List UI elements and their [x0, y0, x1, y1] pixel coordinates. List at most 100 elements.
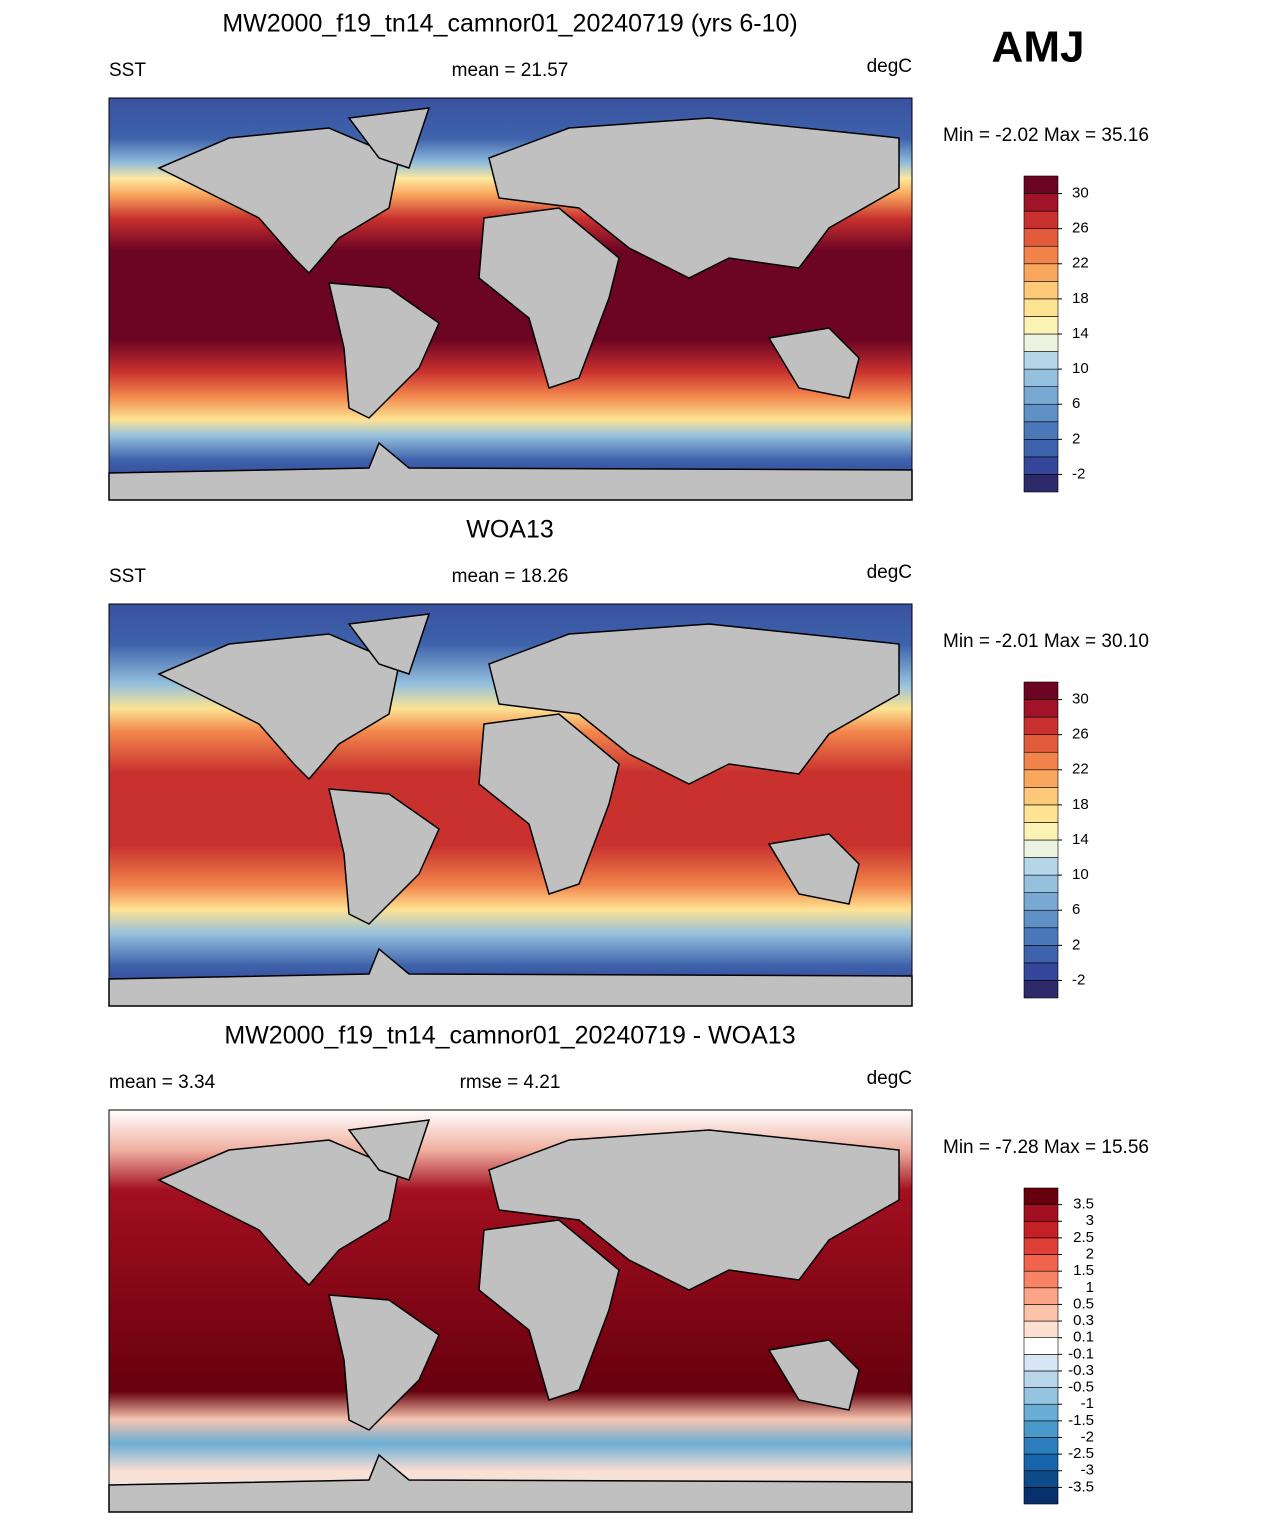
map [108, 1109, 913, 1513]
map [108, 97, 913, 501]
colorbar-box [1023, 1470, 1059, 1488]
colorbar-box [1023, 751, 1059, 771]
colorbar-box [1023, 1453, 1059, 1472]
colorbar-box [1023, 962, 1059, 981]
colorbar-box [1023, 403, 1059, 423]
map-frame [108, 603, 913, 1007]
season-label: AMJ [992, 23, 1085, 72]
colorbar-label: -2 [1072, 971, 1085, 988]
colorbar-box [1023, 474, 1059, 493]
colorbar-box [1023, 456, 1059, 475]
colorbar-label: -0.1 [1068, 1345, 1094, 1362]
units-label: degC [867, 562, 912, 583]
colorbar-box [1023, 892, 1059, 911]
colorbar-box [1023, 769, 1059, 788]
colorbar-box [1023, 927, 1059, 946]
colorbar-box [1023, 716, 1059, 735]
colorbar-box [1023, 316, 1059, 335]
panel-title: WOA13 [466, 516, 554, 544]
colorbar-box [1023, 1320, 1059, 1338]
colorbar-box [1023, 175, 1059, 194]
colorbar-box [1023, 1370, 1059, 1388]
colorbar-label: 0.3 [1073, 1312, 1094, 1329]
colorbar-box [1023, 1437, 1059, 1455]
colorbar-box [1023, 351, 1059, 370]
colorbar-label: -1.5 [1068, 1412, 1094, 1429]
colorbar-label: 10 [1072, 360, 1089, 377]
colorbar-box [1023, 298, 1059, 317]
colorbar-label: 18 [1072, 290, 1089, 307]
colorbar-box [1023, 193, 1059, 212]
units-label: degC [867, 1068, 912, 1089]
colorbar-box [1023, 333, 1059, 352]
colorbar-label: -2.5 [1068, 1445, 1094, 1462]
map [108, 603, 913, 1007]
colorbar-box [1023, 857, 1059, 876]
center-label: mean = 21.57 [452, 60, 569, 81]
colorbar-box [1023, 210, 1059, 229]
colorbar-label: 0.1 [1073, 1329, 1094, 1346]
colorbar-box [1023, 1187, 1059, 1205]
colorbar-label: 10 [1072, 866, 1089, 883]
colorbar-label: -2 [1072, 465, 1085, 482]
colorbar-box [1023, 1420, 1059, 1438]
min-max: Min = -7.28 Max = 15.56 [943, 1137, 1149, 1158]
colorbar-label: 1.5 [1073, 1262, 1094, 1279]
colorbar-box [1023, 945, 1059, 964]
units-label: degC [867, 56, 912, 77]
colorbar-label: 2 [1072, 430, 1080, 447]
map-frame [108, 97, 913, 501]
colorbar-box [1023, 1354, 1059, 1372]
colorbar-box [1023, 1287, 1059, 1305]
colorbar-box [1023, 386, 1059, 405]
colorbar-box [1023, 1387, 1059, 1405]
colorbar-box [1023, 1270, 1059, 1289]
colorbar-label: 2 [1072, 936, 1080, 953]
left-label: SST [109, 60, 146, 81]
colorbar-label: 0.5 [1073, 1295, 1094, 1312]
colorbar-label: 18 [1072, 796, 1089, 813]
colorbar-label: 3.5 [1073, 1196, 1094, 1213]
colorbar-box [1023, 909, 1059, 929]
colorbar-label: 30 [1072, 691, 1089, 708]
colorbar-box [1023, 1337, 1059, 1355]
colorbar-box [1023, 421, 1059, 440]
colorbar-label: 6 [1072, 901, 1080, 918]
colorbar-label: -0.3 [1068, 1362, 1094, 1379]
colorbar-label: 14 [1072, 831, 1089, 848]
colorbar-box [1023, 822, 1059, 841]
colorbar-box [1023, 1204, 1059, 1222]
colorbar-label: -0.5 [1068, 1379, 1094, 1396]
min-max: Min = -2.02 Max = 35.16 [943, 125, 1149, 146]
panel-title: MW2000_f19_tn14_camnor01_20240719 (yrs 6… [222, 10, 797, 38]
colorbar-label: 6 [1072, 395, 1080, 412]
colorbar-box [1023, 245, 1059, 265]
colorbar-box [1023, 1487, 1059, 1505]
colorbar-label: -3 [1081, 1462, 1094, 1479]
center-label: rmse = 4.21 [460, 1072, 561, 1093]
left-label: SST [109, 566, 146, 587]
colorbar-label: 26 [1072, 220, 1089, 237]
colorbar-box [1023, 681, 1059, 700]
colorbar-box [1023, 1220, 1059, 1239]
colorbar-label: 26 [1072, 726, 1089, 743]
colorbar-box [1023, 281, 1059, 300]
colorbar-box [1023, 699, 1059, 718]
colorbar-box [1023, 839, 1059, 858]
colorbar-label: 22 [1072, 255, 1089, 272]
colorbar-label: 14 [1072, 325, 1089, 342]
colorbar-box [1023, 804, 1059, 823]
colorbar-label: 3 [1086, 1212, 1094, 1229]
colorbar-box [1023, 734, 1059, 753]
colorbar-label: -2 [1081, 1428, 1094, 1445]
colorbar-box [1023, 439, 1059, 458]
colorbar-box [1023, 787, 1059, 806]
panel-title: MW2000_f19_tn14_camnor01_20240719 - WOA1… [224, 1022, 795, 1050]
min-max: Min = -2.01 Max = 30.10 [943, 631, 1149, 652]
colorbar-label: 2 [1086, 1245, 1094, 1262]
colorbar-label: -1 [1081, 1395, 1094, 1412]
colorbar-box [1023, 1304, 1059, 1322]
colorbar-box [1023, 368, 1059, 387]
colorbar-box [1023, 980, 1059, 999]
